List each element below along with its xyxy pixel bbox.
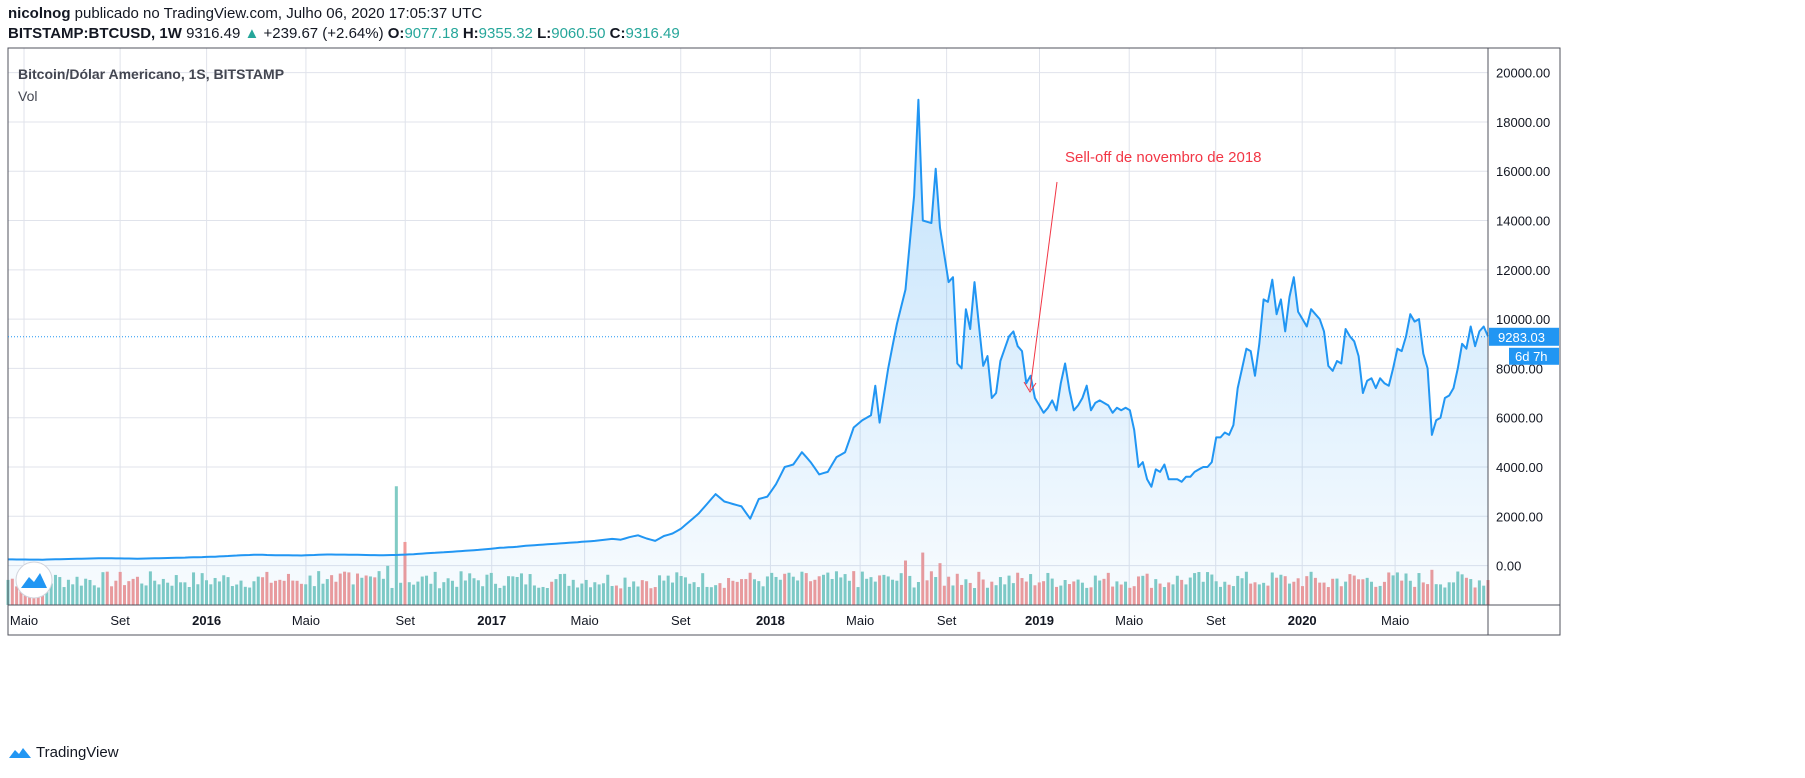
annotation-arrow — [1029, 181, 1058, 391]
last-price: 9316.49 — [186, 25, 241, 42]
y-tick-label: 16000.00 — [1496, 164, 1550, 179]
x-tick-label: Maio — [1115, 613, 1143, 628]
axes: 20000.00 18000.00 16000.00 14000.00 12000.00… — [7, 47, 1561, 636]
price-marker-box — [1489, 327, 1559, 346]
price-area — [8, 99, 1488, 606]
y-tick-label: 4000.00 — [1496, 460, 1543, 475]
high-label: H: — [462, 25, 479, 42]
chart-header: nicolnog publicado no TradingView.com, J… — [8, 4, 680, 44]
close-value: 9316.49 — [625, 25, 680, 42]
volume-legend[interactable]: Vol — [18, 88, 38, 104]
price-area-fill — [8, 99, 1488, 606]
x-tick-label: Set — [937, 613, 957, 628]
x-tick-label: Maio — [1381, 613, 1409, 628]
price-marker: 9283.03 6d 7h — [8, 327, 1559, 365]
price-line-path — [8, 98, 1489, 561]
footer: TradingView — [8, 744, 119, 761]
x-tick-label: Maio — [292, 613, 320, 628]
chart-logo — [15, 561, 53, 599]
low-value: 9060.50 — [551, 25, 606, 42]
x-tick-label: Set — [395, 613, 415, 628]
low-label: L: — [537, 25, 552, 42]
x-tick-label: 2019 — [1025, 613, 1054, 628]
countdown-box — [1509, 347, 1559, 365]
series-legend-title[interactable]: Bitcoin/Dólar Americano, 1S, BITSTAMP — [18, 66, 285, 82]
tradingview-watermark-icon — [21, 573, 47, 588]
x-tick-label: Maio — [10, 613, 38, 628]
countdown-value: 6d 7h — [1515, 349, 1548, 364]
price-line — [8, 98, 1489, 561]
price-marker-value: 9283.03 — [1498, 330, 1545, 345]
author-name[interactable]: nicolnog — [8, 5, 71, 22]
x-tick-label: Set — [110, 613, 130, 628]
annotation: Sell-off de novembro de 2018 — [1023, 149, 1262, 393]
x-tick-label: 2017 — [477, 613, 506, 628]
annotation-text: Sell-off de novembro de 2018 — [1065, 149, 1262, 166]
y-tick-label: 18000.00 — [1496, 115, 1550, 130]
x-tick-label: Maio — [571, 613, 599, 628]
x-tick-label: 2018 — [756, 613, 785, 628]
tradingview-logo-icon — [9, 747, 31, 758]
y-tick-label: 6000.00 — [1496, 411, 1543, 426]
close-label: C: — [609, 25, 626, 42]
annotation-arrowhead — [1023, 381, 1037, 393]
symbol-info: BITSTAMP:BTCUSD, 1W 9316.49 ▲ +239.67 (+… — [8, 24, 680, 44]
chart-frame — [7, 47, 1561, 636]
y-tick-label: 20000.00 — [1496, 66, 1550, 81]
x-tick-label: 2020 — [1288, 613, 1317, 628]
y-tick-label: 14000.00 — [1496, 214, 1550, 229]
x-tick-label: 2016 — [192, 613, 221, 628]
x-tick-label: Maio — [846, 613, 874, 628]
y-tick-label: 0.00 — [1496, 559, 1521, 574]
y-tick-label: 12000.00 — [1496, 263, 1550, 278]
y-tick-label: 2000.00 — [1496, 509, 1543, 524]
symbol-name: BITSTAMP:BTCUSD, 1W — [8, 25, 182, 42]
x-tick-label: Set — [671, 613, 691, 628]
y-tick-label: 8000.00 — [1496, 361, 1543, 376]
open-label: O: — [387, 25, 405, 42]
publish-info: nicolnog publicado no TradingView.com, J… — [8, 4, 680, 24]
high-value: 9355.32 — [478, 25, 533, 42]
volume-bar — [394, 486, 398, 605]
y-tick-label: 10000.00 — [1496, 312, 1550, 327]
x-tick-label: Set — [1206, 613, 1226, 628]
chart-logo-circle — [15, 561, 53, 599]
footer-brand[interactable]: TradingView — [36, 744, 119, 761]
open-value: 9077.18 — [404, 25, 459, 42]
publish-text: publicado no TradingView.com, Julho 06, … — [74, 5, 483, 22]
change-arrow-icon: ▲ — [244, 25, 260, 42]
price-change: +239.67 (+2.64%) — [263, 25, 384, 42]
